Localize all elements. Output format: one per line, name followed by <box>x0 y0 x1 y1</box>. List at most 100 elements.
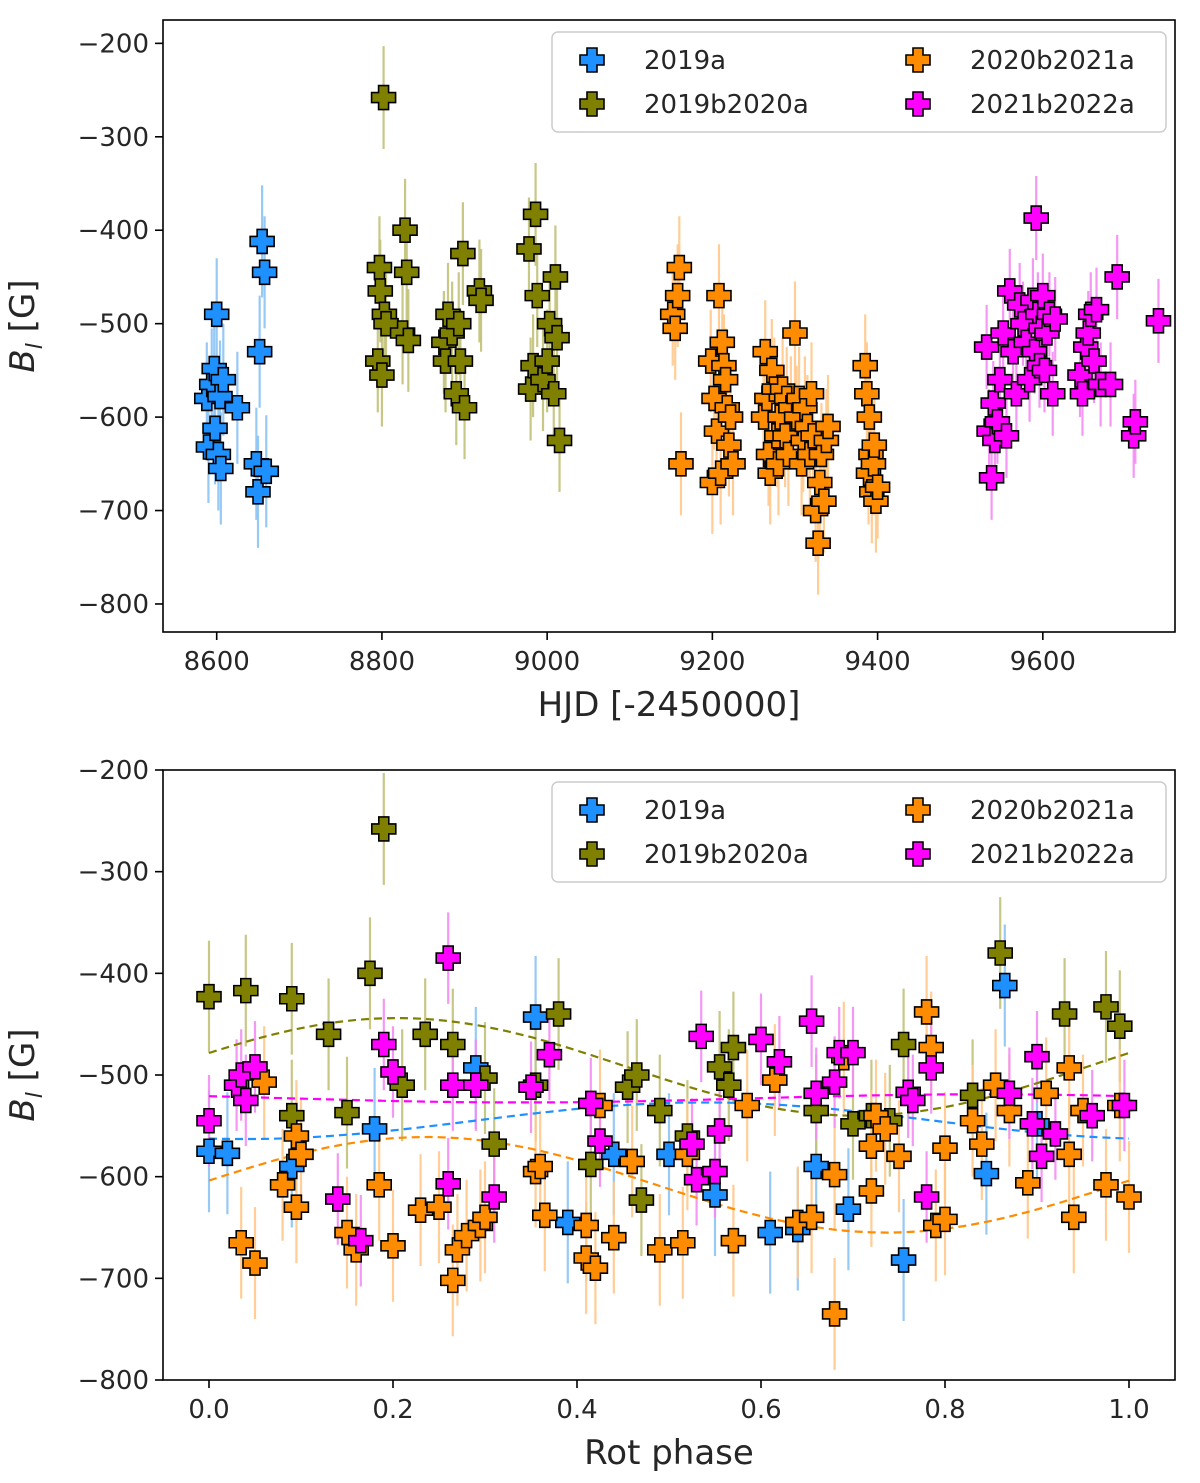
data-point <box>380 1233 406 1259</box>
data-point <box>712 366 739 393</box>
data-point <box>858 1133 885 1159</box>
data-point <box>522 1004 549 1030</box>
y-tick-label: −300 <box>78 858 149 888</box>
x-tick-label: 0.6 <box>740 1395 781 1425</box>
data-point <box>840 1111 866 1137</box>
x-tick-label: 0.4 <box>556 1395 597 1425</box>
data-point <box>435 1170 461 1197</box>
data-point <box>435 945 461 971</box>
data-point <box>445 310 472 337</box>
legend-marker <box>579 841 605 867</box>
data-point <box>872 1116 898 1142</box>
data-point <box>706 282 732 309</box>
data-point <box>392 217 418 244</box>
data-point <box>1039 380 1066 407</box>
data-point <box>348 1227 374 1254</box>
phase-panel: 0.0 0.2 0.4 0.6 0.8 1.0 −200 −300 −400 −500 −600 −7… <box>3 756 1176 1473</box>
legend-item-2021b2022a: 2021b2022a <box>905 90 1135 120</box>
data-point <box>1042 1121 1069 1147</box>
data-point <box>582 1255 609 1281</box>
data-point <box>697 348 724 374</box>
y-tick-label: −600 <box>78 1163 149 1193</box>
data-point <box>619 1148 645 1175</box>
legend-label: 2019a <box>644 796 726 826</box>
data-point <box>798 380 825 407</box>
data-point <box>913 999 940 1025</box>
data-point <box>815 413 841 440</box>
data-point <box>702 1182 728 1208</box>
data-point <box>447 348 474 374</box>
data-point <box>210 366 237 393</box>
legend-marker <box>905 841 931 867</box>
data-point <box>992 972 1018 999</box>
data-point <box>1056 1055 1082 1081</box>
data-point <box>683 1166 710 1193</box>
data-point <box>366 254 393 281</box>
legend-box <box>551 31 1167 133</box>
data-point <box>821 1161 848 1188</box>
data-point <box>371 816 397 842</box>
x-tick-label: 0.0 <box>188 1395 229 1425</box>
data-point <box>913 1184 940 1210</box>
data-point <box>1023 205 1050 231</box>
data-point <box>679 1131 705 1157</box>
data-point <box>1051 1001 1078 1027</box>
data-point <box>835 1196 862 1222</box>
y-axis-label: Bl [G] <box>3 279 48 372</box>
data-point <box>440 1031 466 1058</box>
data-point <box>1083 296 1110 323</box>
data-point <box>1061 1204 1087 1231</box>
data-point <box>369 362 395 388</box>
data-point <box>720 1227 747 1254</box>
data-point <box>861 432 888 458</box>
data-point <box>803 1080 829 1107</box>
data-point <box>716 1072 742 1098</box>
legend-marker <box>905 47 931 73</box>
data-point <box>532 1202 558 1229</box>
y-tick-label: −400 <box>78 216 149 246</box>
y-tick-label: −700 <box>78 1264 149 1294</box>
data-point <box>852 352 879 379</box>
data-point <box>546 427 573 454</box>
data-point <box>798 1204 825 1231</box>
data-point <box>516 236 542 262</box>
legend-item-2019b2020a: 2019b2020a <box>579 90 809 120</box>
data-point <box>856 404 883 430</box>
series-2019a <box>193 228 280 505</box>
data-point <box>890 1031 917 1058</box>
legend-label: 2021b2022a <box>970 840 1135 870</box>
data-point <box>578 1090 604 1117</box>
data-point <box>702 1158 728 1185</box>
y-tick-label: −500 <box>78 310 149 340</box>
y-tick-label: −200 <box>78 29 149 59</box>
legend-item-2020b2021a: 2020b2021a <box>905 46 1135 76</box>
fit-curve-2020b2021a <box>208 1135 1130 1234</box>
data-point <box>412 1021 438 1048</box>
legend-label: 2021b2022a <box>970 90 1135 120</box>
x-tick-label: 9400 <box>845 647 911 677</box>
data-point <box>468 287 494 314</box>
legend-item-2019a: 2019a <box>579 796 726 826</box>
y-tick-label: −500 <box>78 1061 149 1091</box>
data-point <box>245 479 271 505</box>
data-point <box>451 394 478 421</box>
data-point <box>366 1172 392 1198</box>
data-point <box>1079 1102 1105 1129</box>
data-point <box>890 1247 917 1273</box>
data-point <box>858 1178 885 1204</box>
data-point <box>1069 380 1096 407</box>
data-point <box>798 1008 825 1034</box>
x-tick-label: 9600 <box>1010 647 1076 677</box>
data-point <box>1075 320 1102 346</box>
legend-marker <box>579 47 605 73</box>
legend-item-2019a: 2019a <box>579 46 726 76</box>
data-point <box>662 315 688 342</box>
data-point <box>371 1031 397 1058</box>
data-point <box>1015 1169 1041 1196</box>
data-point <box>249 228 275 255</box>
data-point <box>481 1184 507 1210</box>
data-point <box>762 1067 788 1093</box>
x-tick-label: 9000 <box>514 647 580 677</box>
data-point <box>624 1062 650 1088</box>
data-point <box>688 1023 714 1050</box>
